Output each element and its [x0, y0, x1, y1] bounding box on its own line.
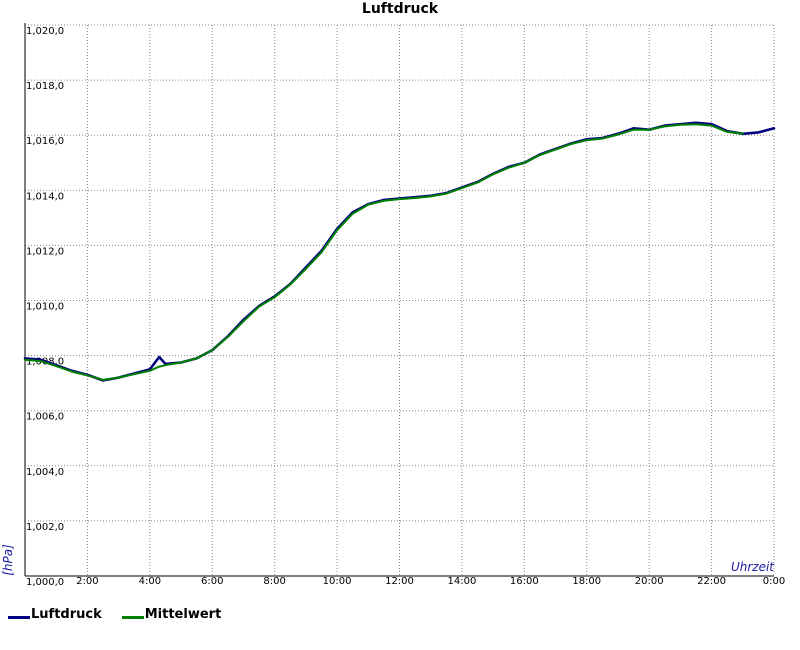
- y-axis-ticks: 1,000,01,002,01,004,01,006,01,008,01,010…: [26, 26, 64, 588]
- legend-label-mittelwert: Mittelwert: [144, 607, 222, 622]
- series-line-mittelwert: [24, 123, 744, 381]
- legend-swatch-luftdruck: [8, 616, 30, 619]
- x-tick-label: 16:00: [510, 576, 539, 587]
- y-tick-label: 1,010,0: [26, 302, 64, 313]
- x-tick-label: 2:00: [76, 576, 98, 587]
- plot-frame: [24, 23, 774, 577]
- series-group: [23, 121, 776, 382]
- x-tick-label: 6:00: [201, 576, 223, 587]
- x-tick-label: 4:00: [139, 576, 161, 587]
- x-tick-label: 12:00: [385, 576, 414, 587]
- x-axis-label: Uhrzeit: [731, 560, 775, 574]
- legend-item-luftdruck: Luftdruck: [8, 607, 102, 622]
- y-tick-label: 1,014,0: [26, 191, 64, 202]
- y-tick-label: 1,006,0: [26, 412, 64, 423]
- legend: Luftdruck Mittelwert: [8, 607, 221, 622]
- x-axis-ticks: 2:00 4:00 6:00 8:00 10:00 12:00 14:00 16:00 18:0…: [76, 576, 785, 587]
- y-tick-label: 1,000,0: [26, 577, 64, 588]
- y-tick-label: 1,016,0: [26, 136, 64, 147]
- legend-swatch-mittelwert: [121, 616, 144, 619]
- chart-title: Luftdruck: [362, 1, 439, 17]
- x-tick-label: 22:00: [697, 576, 726, 587]
- legend-item-mittelwert: Mittelwert: [121, 607, 222, 622]
- x-tick-label: 8:00: [263, 576, 285, 587]
- x-tick-label: 20:00: [635, 576, 664, 587]
- legend-label-luftdruck: Luftdruck: [31, 607, 102, 622]
- x-tick-label: 14:00: [448, 576, 477, 587]
- x-tick-label: 18:00: [572, 576, 601, 587]
- series-line-luftdruck: [23, 121, 776, 382]
- y-tick-label: 1,020,0: [26, 26, 64, 37]
- y-tick-label: 1,002,0: [26, 522, 64, 533]
- y-tick-label: 1,018,0: [26, 81, 64, 92]
- y-axis-label: [hPa]: [1, 544, 15, 576]
- x-tick-label: 0:00: [763, 576, 785, 587]
- grid: [25, 24, 775, 576]
- x-tick-label: 10:00: [323, 576, 352, 587]
- y-tick-label: 1,012,0: [26, 246, 64, 257]
- y-tick-label: 1,004,0: [26, 467, 64, 478]
